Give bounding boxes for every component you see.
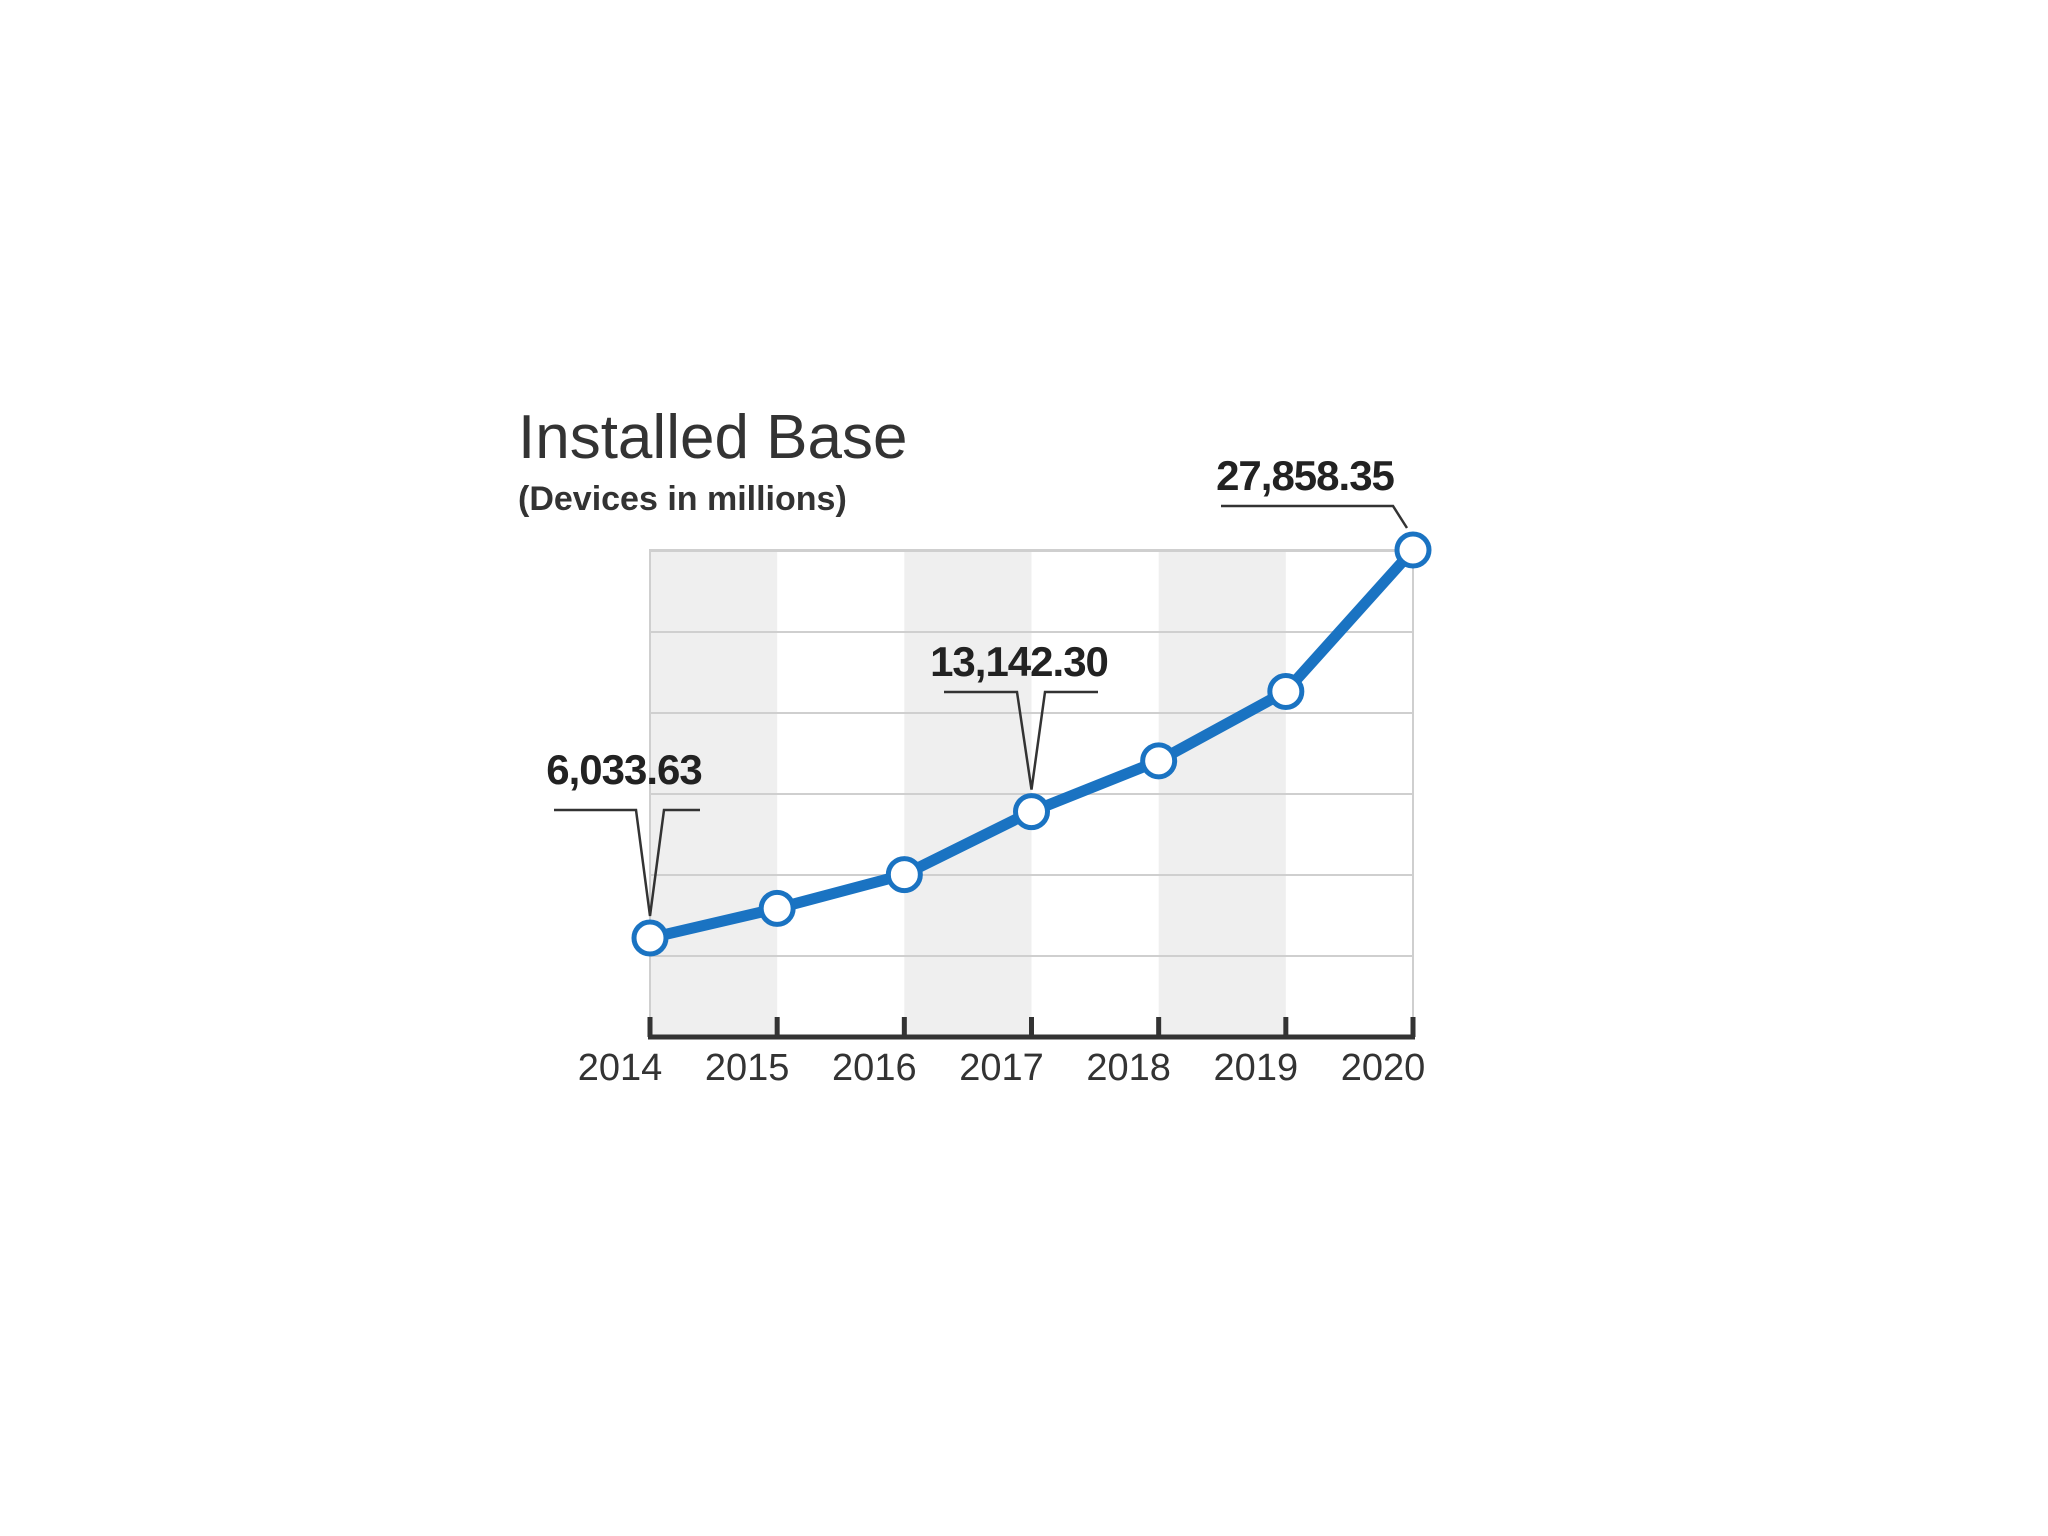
x-tick-label: 2018 (1086, 1047, 1171, 1089)
data-point (1394, 531, 1432, 569)
chart-subtitle: (Devices in millions) (518, 480, 847, 518)
data-label: 6,033.63 (546, 746, 702, 793)
data-point (631, 919, 669, 957)
x-tick-label: 2020 (1341, 1047, 1426, 1089)
data-point (758, 889, 796, 927)
x-tick-label: 2014 (578, 1047, 663, 1089)
x-tick-label: 2019 (1214, 1047, 1299, 1089)
x-tick-label: 2016 (832, 1047, 917, 1089)
leader-line (554, 808, 700, 917)
x-tick-label: 2015 (705, 1047, 790, 1089)
x-tick-labels: 2014 2015 2016 2017 2018 2019 2020 (578, 1047, 1426, 1089)
leader-line (944, 690, 1098, 790)
data-label: 27,858.35 (1216, 452, 1394, 499)
chart-title: Installed Base (518, 403, 907, 472)
data-point (1013, 793, 1050, 831)
series-line-group (631, 531, 1432, 957)
x-axis (647, 1017, 1416, 1040)
x-tick-label: 2017 (959, 1047, 1044, 1089)
data-callouts: 6,033.63 13,142.30 27,858.35 (546, 452, 1409, 917)
leader-line (1221, 504, 1409, 529)
data-point (1140, 742, 1178, 780)
data-point (885, 856, 923, 894)
data-point (1267, 672, 1305, 710)
data-label: 13,142.30 (930, 638, 1108, 685)
